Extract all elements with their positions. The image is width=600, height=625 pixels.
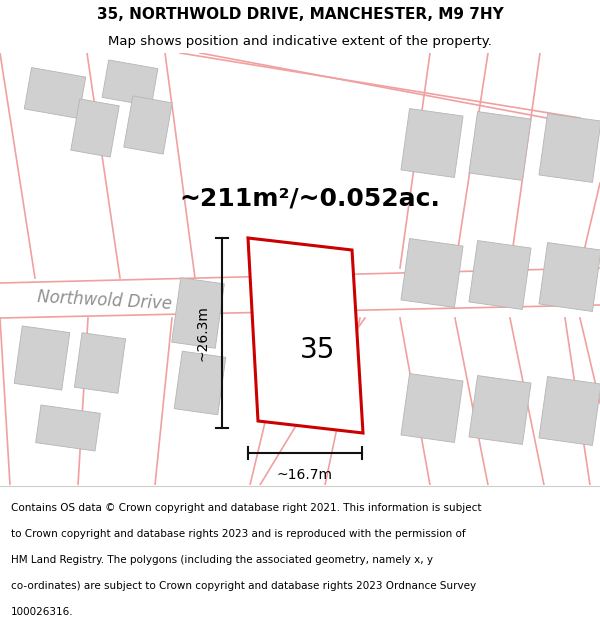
Polygon shape <box>124 96 172 154</box>
Polygon shape <box>401 374 463 442</box>
Text: Map shows position and indicative extent of the property.: Map shows position and indicative extent… <box>108 35 492 48</box>
Polygon shape <box>24 68 86 119</box>
Text: 100026316.: 100026316. <box>11 607 73 617</box>
Text: Northwold Drive: Northwold Drive <box>37 289 173 314</box>
Text: ~26.3m: ~26.3m <box>195 305 209 361</box>
Polygon shape <box>174 351 226 415</box>
Polygon shape <box>469 376 531 444</box>
Polygon shape <box>539 376 600 446</box>
Polygon shape <box>248 238 363 433</box>
Polygon shape <box>469 111 531 181</box>
Polygon shape <box>74 332 125 393</box>
Polygon shape <box>401 239 463 308</box>
Text: 35, NORTHWOLD DRIVE, MANCHESTER, M9 7HY: 35, NORTHWOLD DRIVE, MANCHESTER, M9 7HY <box>97 8 503 22</box>
Polygon shape <box>35 405 100 451</box>
Polygon shape <box>14 326 70 390</box>
Text: ~211m²/~0.052ac.: ~211m²/~0.052ac. <box>179 186 440 210</box>
Polygon shape <box>539 114 600 182</box>
Text: 35: 35 <box>299 336 335 364</box>
Text: HM Land Registry. The polygons (including the associated geometry, namely x, y: HM Land Registry. The polygons (includin… <box>11 555 433 565</box>
Polygon shape <box>71 99 119 157</box>
Polygon shape <box>469 241 531 309</box>
Text: Contains OS data © Crown copyright and database right 2021. This information is : Contains OS data © Crown copyright and d… <box>11 503 481 513</box>
Polygon shape <box>102 60 158 106</box>
Polygon shape <box>401 109 463 177</box>
Polygon shape <box>539 242 600 311</box>
Text: ~16.7m: ~16.7m <box>277 468 333 482</box>
Text: to Crown copyright and database rights 2023 and is reproduced with the permissio: to Crown copyright and database rights 2… <box>11 529 466 539</box>
Text: co-ordinates) are subject to Crown copyright and database rights 2023 Ordnance S: co-ordinates) are subject to Crown copyr… <box>11 581 476 591</box>
Polygon shape <box>172 278 224 348</box>
